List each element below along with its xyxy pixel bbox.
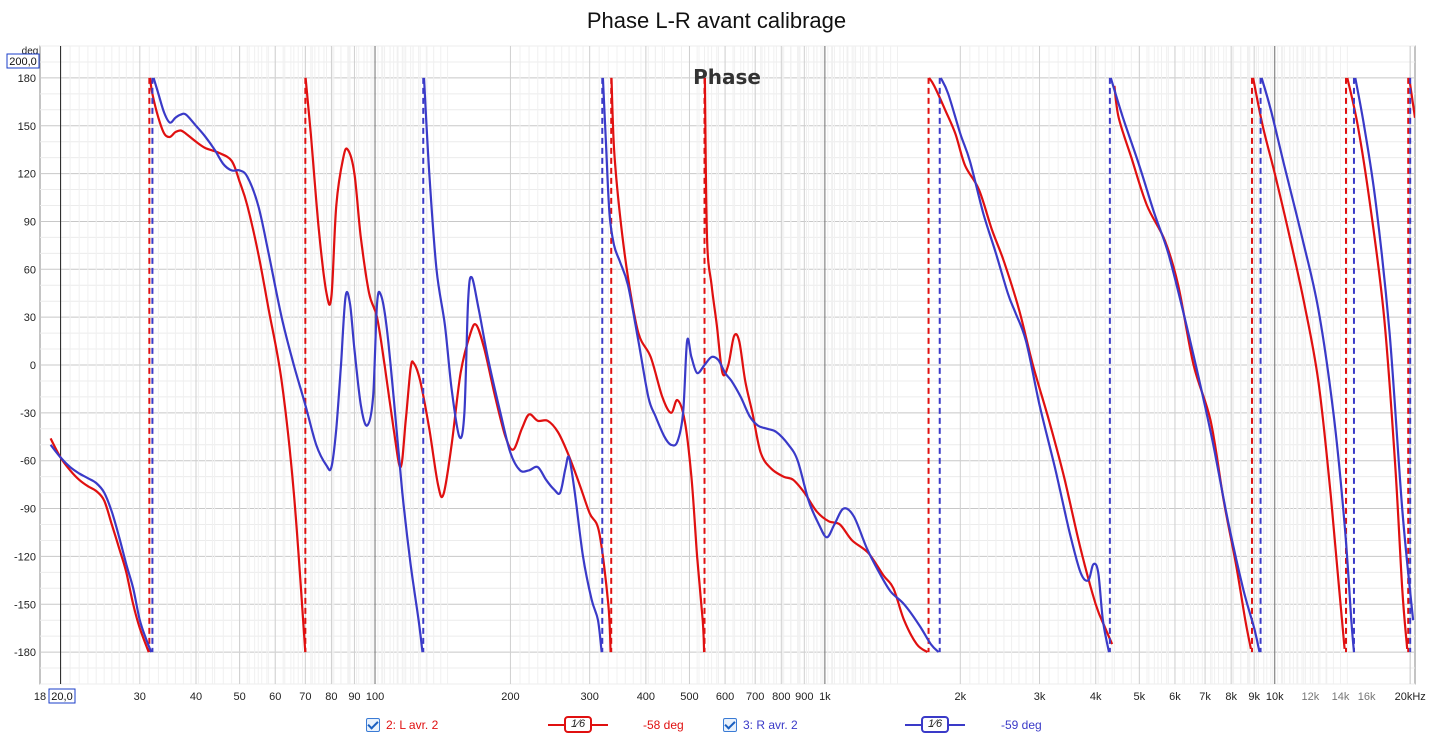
x-tick-label: 6k xyxy=(1169,691,1181,703)
window-title: Phase L-R avant calibrage xyxy=(586,8,847,33)
x-tick-label: 700 xyxy=(746,691,764,703)
x-tick-label: 500 xyxy=(680,691,698,703)
series-r-smoothing[interactable]: 1⁄6 xyxy=(905,716,966,733)
x-tick-label: 100 xyxy=(366,691,384,703)
y-axis-unit-label: deg xyxy=(22,46,39,57)
series-r-readout-wrap: -59 deg xyxy=(1001,716,1042,734)
x-tick-label: 1k xyxy=(819,691,831,703)
series-line-segment xyxy=(304,77,612,653)
x-tick-label: 5k xyxy=(1134,691,1146,703)
x-tick-label: 10k xyxy=(1266,691,1284,703)
series-line-segment xyxy=(703,77,929,654)
x-tick-label: 90 xyxy=(348,691,360,703)
series-l-name: 2: L avr. 2 xyxy=(386,718,439,732)
x-tick-label: 12k xyxy=(1301,691,1319,703)
series-r-readout: -59 deg xyxy=(1001,718,1042,732)
series-l xyxy=(49,77,1415,654)
x-tick-label: 80 xyxy=(325,691,337,703)
x-tick-label: 3k xyxy=(1034,691,1046,703)
y-tick-label: -60 xyxy=(20,456,36,468)
x-tick-label: 60 xyxy=(269,691,281,703)
y-tick-label: 120 xyxy=(18,169,36,181)
x-tick-label: 300 xyxy=(580,691,598,703)
series-line-segment xyxy=(1346,77,1409,649)
series-line-segment xyxy=(928,77,1114,645)
y-tick-label: -150 xyxy=(14,599,36,611)
y-top-box-value: 200,0 xyxy=(9,56,37,68)
x-tick-label: 900 xyxy=(795,691,813,703)
x-tick-label: 4k xyxy=(1090,691,1102,703)
x-tick-label: 9k xyxy=(1248,691,1260,703)
series-line-segment xyxy=(1354,77,1415,621)
series-r-smoothing-label: 1⁄6 xyxy=(921,716,950,733)
series-line-segment xyxy=(1109,77,1261,653)
series-line-segment xyxy=(49,437,150,653)
series-line-segment xyxy=(1260,77,1356,653)
x-tick-label: 18 xyxy=(34,691,46,703)
y-tick-label: -180 xyxy=(14,647,36,659)
chart-title: Phase xyxy=(693,65,761,89)
series-l-readout-wrap: -58 deg xyxy=(643,716,684,734)
series-line-segment xyxy=(601,77,940,653)
y-tick-label: -90 xyxy=(20,504,36,516)
series-layer xyxy=(49,77,1415,654)
series-line-segment xyxy=(422,77,603,653)
legend-entry-l[interactable]: 2: L avr. 2 xyxy=(366,716,438,734)
y-tick-label: 90 xyxy=(24,216,36,228)
series-line-segment xyxy=(1252,77,1346,649)
series-l-checkbox[interactable] xyxy=(366,718,380,732)
series-line-segment xyxy=(49,444,153,653)
x-tick-label: 50 xyxy=(233,691,245,703)
x-start-box-value: 20,0 xyxy=(51,691,72,703)
series-line-segment xyxy=(148,77,307,653)
series-l-smoothing[interactable]: 1⁄6 xyxy=(548,716,609,733)
y-top-box[interactable]: 200,0 xyxy=(6,53,40,69)
y-tick-label: 150 xyxy=(18,121,36,133)
x-tick-label: 2k xyxy=(954,691,966,703)
y-tick-label: 180 xyxy=(18,73,36,85)
series-r xyxy=(49,77,1415,653)
series-line-segment xyxy=(939,77,1111,653)
y-tick-label: 60 xyxy=(24,264,36,276)
y-tick-label: 0 xyxy=(30,360,36,372)
x-tick-label: 30 xyxy=(134,691,146,703)
x-tick-label: 70 xyxy=(299,691,311,703)
series-r-checkbox[interactable] xyxy=(723,718,737,732)
x-tick-label: 7k xyxy=(1199,691,1211,703)
series-line-segment xyxy=(152,77,424,653)
x-tick-label: 600 xyxy=(716,691,734,703)
x-tick-label: 400 xyxy=(637,691,655,703)
y-tick-label: 30 xyxy=(24,312,36,324)
series-l-readout: -58 deg xyxy=(643,718,684,732)
x-tick-label: 200 xyxy=(501,691,519,703)
x-tick-label: 800 xyxy=(772,691,790,703)
series-r-name: 3: R avr. 2 xyxy=(743,718,798,732)
y-tick-label: -120 xyxy=(14,551,36,563)
legend-entry-r[interactable]: 3: R avr. 2 xyxy=(723,716,798,734)
series-line-segment xyxy=(610,77,706,653)
x-start-box[interactable]: 20,0 xyxy=(48,688,76,704)
series-l-smoothing-label: 1⁄6 xyxy=(564,716,593,733)
x-tick-label: 14k xyxy=(1332,691,1350,703)
x-tick-label: 20kHz xyxy=(1395,691,1426,703)
x-tick-label: 40 xyxy=(190,691,202,703)
y-tick-label: -30 xyxy=(20,408,36,420)
x-tick-label: 8k xyxy=(1225,691,1237,703)
x-tick-label: 16k xyxy=(1358,691,1376,703)
